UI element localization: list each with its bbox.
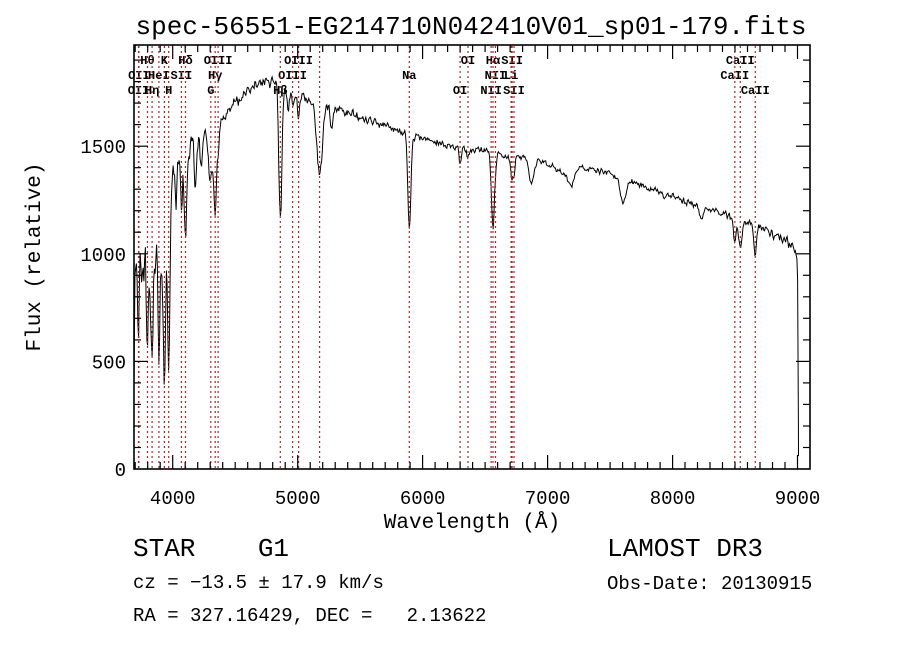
y-tick-label: 0	[115, 460, 126, 482]
x-tick-label: 4000	[150, 488, 196, 510]
x-tick-label: 7000	[525, 488, 571, 510]
x-tick-label: 5000	[275, 488, 321, 510]
plot-frame	[133, 44, 811, 470]
plot-title: spec-56551-EG214710N042410V01_sp01-179.f…	[135, 12, 807, 42]
y-axis-label: Flux (relative)	[24, 162, 47, 351]
y-tick-label: 500	[92, 352, 126, 374]
y-tick-label: 1000	[80, 245, 126, 267]
ra-dec-label: RA = 327.16429, DEC = 2.13622	[133, 605, 487, 627]
obs-date-label: Obs-Date: 20130915	[607, 573, 813, 595]
object-class-label: STAR G1	[133, 534, 290, 564]
x-tick-label: 8000	[650, 488, 696, 510]
radial-velocity-label: cz = −13.5 ± 17.9 km/s	[133, 572, 384, 594]
y-tick-label: 1500	[80, 137, 126, 159]
spectrum-trace	[133, 75, 799, 457]
x-tick-label: 6000	[400, 488, 446, 510]
survey-release-label: LAMOST DR3	[607, 534, 764, 564]
x-axis-label: Wavelength (Å)	[384, 512, 560, 535]
x-tick-label: 9000	[775, 488, 821, 510]
